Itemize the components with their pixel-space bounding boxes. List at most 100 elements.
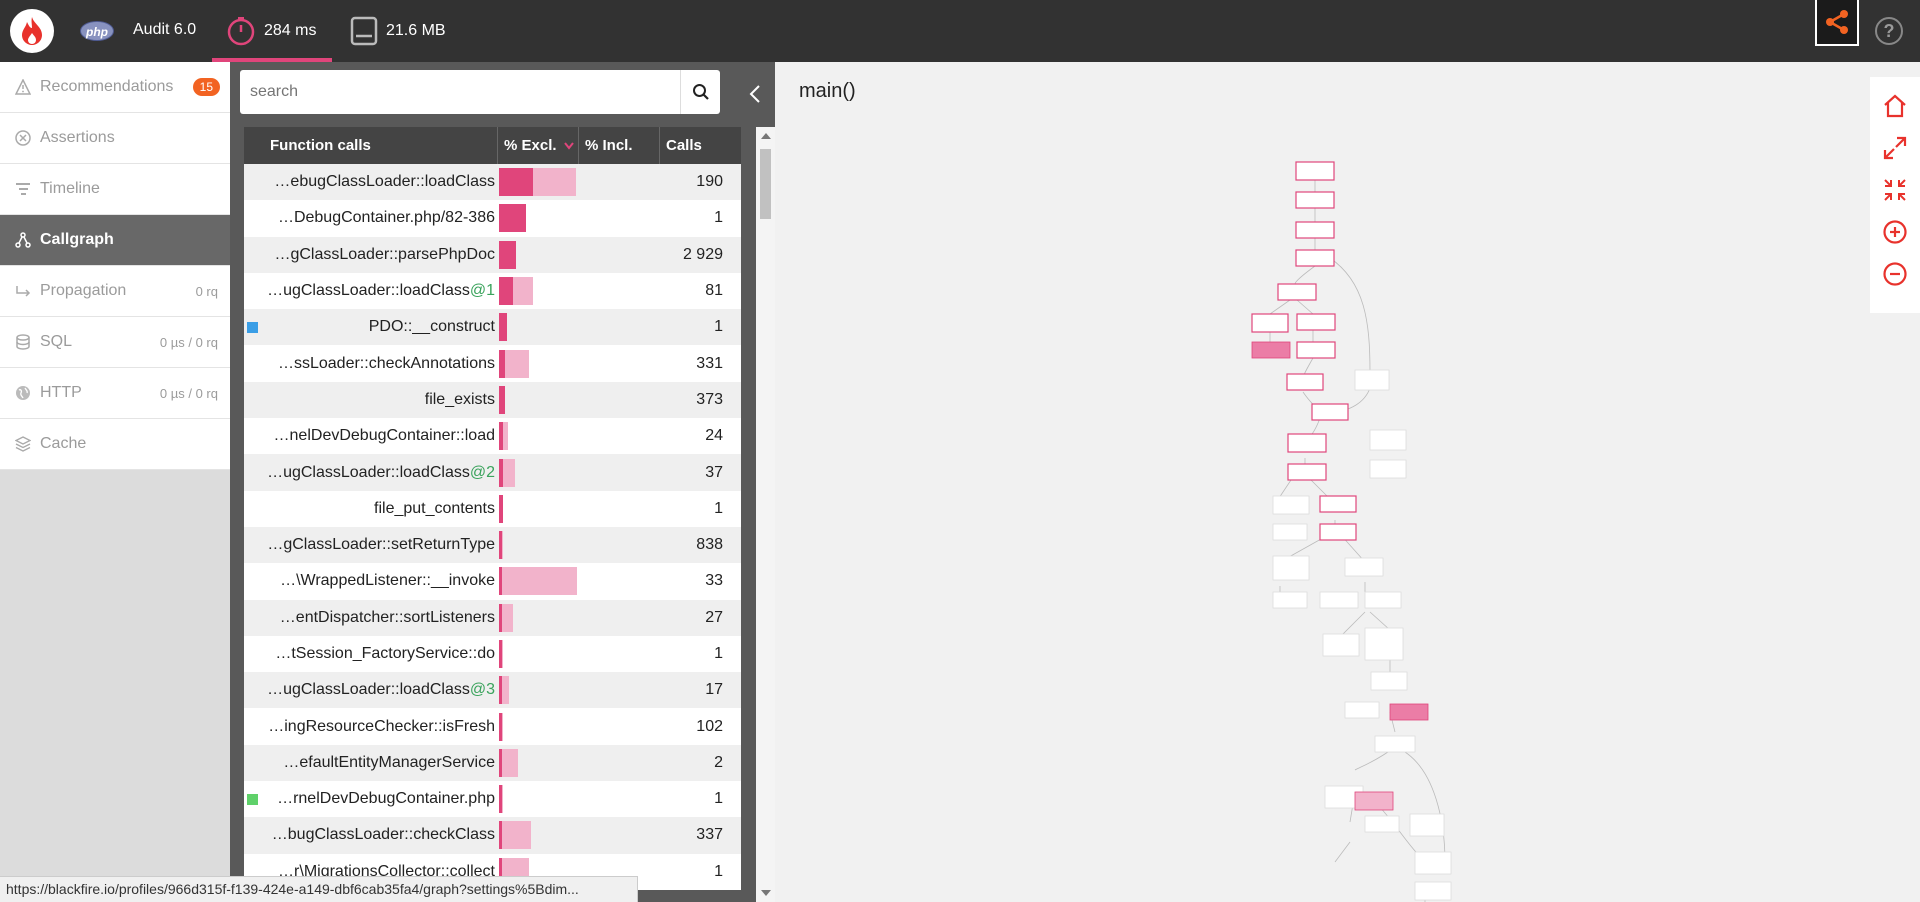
table-row[interactable]: …ugClassLoader::loadClass@2 37: [244, 454, 741, 491]
php-version-badge: php: [80, 21, 114, 41]
cost-bars: [497, 712, 659, 741]
table-row[interactable]: PDO::__construct 1: [244, 309, 741, 346]
scroll-down-arrow[interactable]: [761, 890, 771, 896]
function-name: …bugClassLoader::checkClass: [244, 826, 497, 844]
table-row[interactable]: …ugClassLoader::loadClass@1 81: [244, 272, 741, 310]
cost-bars: [497, 385, 659, 414]
expand-icon: [1883, 136, 1907, 160]
calls-count: 1: [714, 318, 723, 336]
table-body: …ebugClassLoader::loadClass 190…DebugCont…: [244, 164, 741, 890]
column-header-incl[interactable]: % Incl.: [578, 127, 659, 164]
function-name-text: …gClassLoader::setReturnType: [267, 536, 495, 554]
table-row[interactable]: …nelDevDebugContainer::load 24: [244, 418, 741, 455]
table-row[interactable]: file_exists 373: [244, 381, 741, 419]
function-recursion-suffix: @1: [469, 282, 495, 300]
exclusive-bar: [499, 458, 503, 487]
search-input[interactable]: [240, 70, 680, 114]
callgraph-canvas[interactable]: [775, 62, 1865, 902]
table-row[interactable]: …entDispatcher::sortListeners 27: [244, 599, 741, 636]
table-row[interactable]: …ingResourceChecker::isFresh 102: [244, 708, 741, 745]
table-row[interactable]: …bugClassLoader::checkClass 337: [244, 817, 741, 854]
blackfire-logo[interactable]: [10, 9, 54, 53]
exclusive-bar: [499, 857, 502, 886]
cost-bars: [497, 567, 659, 596]
calls-count: 1: [714, 499, 723, 517]
memory-value: 21.6 MB: [386, 22, 446, 39]
cost-bars: [497, 748, 659, 777]
function-name: …DebugContainer.php/82-386: [244, 209, 497, 227]
sidebar-item-timeline[interactable]: Timeline: [0, 164, 230, 215]
memory-metric[interactable]: 21.6 MB: [346, 0, 446, 62]
timeline-icon: [14, 180, 32, 198]
sidebar-item-sql[interactable]: SQL 0 µs / 0 rq: [0, 317, 230, 368]
column-header-function[interactable]: Function calls: [270, 137, 371, 154]
collapse-panel-button[interactable]: [745, 82, 765, 106]
sidebar-item-label: Timeline: [40, 180, 100, 197]
column-header-calls[interactable]: Calls: [659, 127, 741, 164]
graph-fit-button[interactable]: [1880, 175, 1910, 205]
profile-title: Audit 6.0: [133, 21, 197, 38]
calls-count: 24: [705, 427, 723, 445]
search-icon: [692, 84, 709, 100]
calls-count: 190: [696, 173, 723, 191]
table-row[interactable]: …gClassLoader::parsePhpDoc 2 929: [244, 236, 741, 273]
sidebar-item-label: HTTP: [40, 384, 82, 401]
table-scrollbar[interactable]: [756, 127, 775, 902]
table-row[interactable]: …ssLoader::checkAnnotations 331: [244, 345, 741, 382]
function-name: file_exists: [244, 391, 497, 409]
function-list-pane: Function calls % Excl. % Incl. Calls …eb…: [230, 62, 775, 902]
exclusive-bar: [499, 277, 514, 306]
share-icon: [1826, 10, 1848, 34]
function-name-text: …ebugClassLoader::loadClass: [274, 173, 495, 191]
share-button[interactable]: [1815, 0, 1859, 46]
sidebar-item-http[interactable]: HTTP 0 µs / 0 rq: [0, 368, 230, 419]
graph-home-button[interactable]: [1880, 91, 1910, 121]
table-row[interactable]: …rnelDevDebugContainer.php 1: [244, 781, 741, 818]
cost-bars: [497, 821, 659, 850]
table-row[interactable]: …gClassLoader::setReturnType 838: [244, 526, 741, 564]
function-name-text: file_exists: [424, 390, 495, 408]
inclusive-bar: [499, 567, 577, 596]
calls-count: 2 929: [682, 245, 723, 263]
help-button[interactable]: ?: [1875, 17, 1903, 45]
cost-bars: [497, 494, 659, 523]
table-row[interactable]: …ugClassLoader::loadClass@3 17: [244, 672, 741, 709]
inclusive-bar: [499, 748, 519, 777]
exclusive-bar: [499, 204, 527, 233]
calls-count: 1: [714, 862, 723, 880]
sidebar-item-propagation[interactable]: Propagation 0 rq: [0, 266, 230, 317]
function-name-text: …rnelDevDebugContainer.php: [277, 790, 495, 808]
scroll-thumb[interactable]: [760, 149, 771, 219]
table-row[interactable]: …ebugClassLoader::loadClass 190: [244, 164, 741, 201]
flame-icon: [22, 17, 42, 45]
zoom-in-button[interactable]: [1880, 217, 1910, 247]
inclusive-bar: [499, 821, 531, 850]
table-row[interactable]: file_put_contents 1: [244, 490, 741, 527]
table-row[interactable]: …\WrappedListener::__invoke 33: [244, 563, 741, 600]
cost-bars: [497, 458, 659, 487]
table-row[interactable]: …DebugContainer.php/82-386 1: [244, 200, 741, 237]
scroll-up-arrow[interactable]: [761, 133, 771, 139]
sidebar-item-assertions[interactable]: Assertions: [0, 113, 230, 164]
graph-expand-button[interactable]: [1880, 133, 1910, 163]
table-row[interactable]: …efaultEntityManagerService 2: [244, 744, 741, 782]
column-header-excl[interactable]: % Excl.: [497, 127, 578, 164]
table-row[interactable]: …tSession_FactoryService::do 1: [244, 635, 741, 673]
calls-count: 1: [714, 790, 723, 808]
sidebar-item-cache[interactable]: Cache: [0, 419, 230, 470]
function-name-text: PDO::__construct: [368, 318, 495, 336]
calls-count: 37: [705, 463, 723, 481]
callgraph-pane: main(): [775, 62, 1920, 902]
sidebar-item-recommendations[interactable]: Recommendations 15: [0, 62, 230, 113]
calls-count: 2: [714, 753, 723, 771]
zoom-out-button[interactable]: [1880, 259, 1910, 289]
sidebar-item-callgraph[interactable]: Callgraph: [0, 215, 230, 266]
wall-time-metric[interactable]: 284 ms: [212, 0, 332, 62]
function-name: file_put_contents: [244, 500, 497, 518]
cost-bars: [497, 422, 659, 451]
search-button[interactable]: [680, 70, 720, 114]
exclusive-bar: [499, 785, 502, 814]
inclusive-bar: [499, 676, 510, 705]
sidebar-item-label: Propagation: [40, 282, 127, 299]
calls-count: 81: [705, 282, 723, 300]
